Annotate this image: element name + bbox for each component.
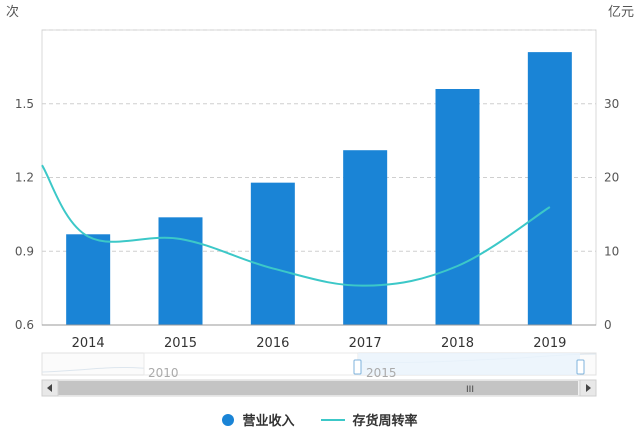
bar-2016 bbox=[250, 182, 295, 325]
x-tick-label: 2016 bbox=[256, 336, 289, 351]
legend-bar-marker bbox=[222, 413, 235, 426]
slider-label-end: 2015 bbox=[366, 366, 397, 380]
right-tick-label: 20 bbox=[604, 171, 619, 185]
right-axis-ticks: 0 10 20 30 bbox=[604, 97, 619, 332]
scroll-left-arrow-icon bbox=[47, 384, 52, 392]
x-tick-label: 2018 bbox=[441, 336, 474, 351]
bar-2015 bbox=[158, 217, 203, 325]
bar-2018 bbox=[435, 89, 480, 325]
right-tick-label: 0 bbox=[604, 318, 612, 332]
bar-2019 bbox=[527, 52, 572, 325]
x-tick-label: 2019 bbox=[533, 336, 566, 351]
slider-left-handle[interactable] bbox=[353, 359, 362, 375]
slider-label-start: 2010 bbox=[148, 366, 179, 380]
line-series bbox=[41, 164, 551, 287]
right-tick-label: 30 bbox=[604, 97, 619, 111]
bar-series bbox=[66, 52, 572, 325]
left-tick-label: 0.6 bbox=[15, 318, 34, 332]
left-axis-ticks: 0.6 0.9 1.2 1.5 bbox=[15, 97, 34, 332]
x-tick-label: 2014 bbox=[72, 336, 105, 351]
left-tick-label: 1.5 bbox=[15, 97, 34, 111]
bar-2017 bbox=[343, 150, 388, 325]
legend-line-marker bbox=[320, 418, 345, 421]
legend-item-revenue[interactable]: 营业收入 bbox=[222, 410, 295, 429]
legend-item-turnover[interactable]: 存货周转率 bbox=[320, 410, 418, 429]
legend: 营业收入 存货周转率 bbox=[0, 410, 640, 429]
legend-label-revenue: 营业收入 bbox=[242, 414, 295, 429]
slider-selected-range[interactable] bbox=[358, 353, 580, 375]
zoom-slider[interactable]: 2010 2015 III bbox=[41, 352, 597, 397]
turnover-line bbox=[41, 164, 551, 287]
right-axis-unit: 亿元 bbox=[608, 5, 634, 20]
bar-2014 bbox=[66, 234, 111, 325]
grid-lines bbox=[42, 29, 596, 252]
legend-label-turnover: 存货周转率 bbox=[352, 414, 418, 429]
scrollbar-grip: III bbox=[466, 385, 474, 395]
slider-right-handle[interactable] bbox=[576, 359, 585, 375]
x-tick-label: 2015 bbox=[164, 336, 197, 351]
x-axis-ticks: 2014 2015 2016 2017 2018 2019 bbox=[72, 336, 567, 351]
left-axis-unit: 次 bbox=[6, 4, 19, 20]
right-tick-label: 10 bbox=[604, 244, 619, 258]
scrollbar-thumb[interactable] bbox=[58, 381, 578, 395]
left-tick-label: 0.9 bbox=[15, 244, 34, 258]
left-tick-label: 1.2 bbox=[15, 171, 34, 185]
x-tick-label: 2017 bbox=[349, 336, 382, 351]
scroll-right-arrow-icon bbox=[586, 384, 591, 392]
